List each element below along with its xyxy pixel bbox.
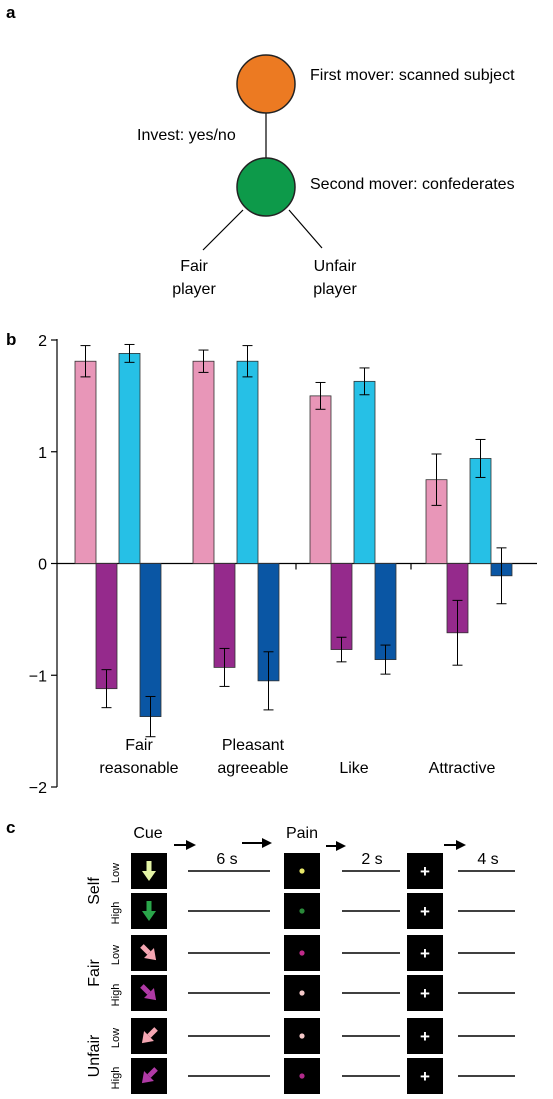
fixation-box xyxy=(407,1018,443,1054)
duration-2s: 2 s xyxy=(361,851,382,868)
level-label: High xyxy=(110,902,122,925)
cue-arrow-head xyxy=(142,911,156,921)
fixation-cross-icon: + xyxy=(420,902,430,921)
panel-a-label: a xyxy=(6,3,16,22)
panel-b-label: b xyxy=(6,330,16,349)
fair-player-line2: player xyxy=(172,281,216,298)
bar xyxy=(330,563,353,650)
level-label: Low xyxy=(110,863,122,883)
pain-dot-icon xyxy=(299,908,305,914)
duration-6s: 6 s xyxy=(216,851,237,868)
fixation-cross-icon: + xyxy=(420,1027,430,1046)
unfair-player-line1: Unfair xyxy=(314,258,357,275)
pain-dot-icon xyxy=(299,1033,305,1039)
bar xyxy=(353,380,376,564)
cue-arrow-shaft xyxy=(140,984,151,995)
panel-c-label: c xyxy=(6,818,15,837)
time-arrow-2 xyxy=(242,838,272,848)
cue-arrow-icon xyxy=(141,1027,158,1044)
cue-arrow-shaft xyxy=(147,1027,158,1038)
fixation-cross-icon: + xyxy=(420,984,430,1003)
level-label: Low xyxy=(110,1028,122,1048)
bar xyxy=(236,360,259,564)
cue-arrow-shaft xyxy=(147,1067,158,1078)
bar xyxy=(118,353,141,564)
pain-label: Pain xyxy=(286,825,318,842)
fair-player-line1: Fair xyxy=(180,258,208,275)
cue-arrow-shaft xyxy=(140,944,151,955)
cue-arrow-head xyxy=(141,1031,154,1044)
cue-label: Cue xyxy=(133,825,162,842)
first-mover-node xyxy=(236,54,296,114)
y-tick-label: 1 xyxy=(38,445,47,462)
bar xyxy=(309,395,332,564)
pain-dot-icon xyxy=(299,1073,305,1079)
duration-4s: 4 s xyxy=(477,851,498,868)
cue-arrow-head xyxy=(142,871,156,881)
cue-arrow-head xyxy=(144,948,157,961)
trial-rows: Low + High + Low + High + Low + High + xyxy=(110,853,515,1094)
cue-arrow-shaft xyxy=(146,901,152,911)
first-mover-label: First mover: scanned subject xyxy=(310,67,515,84)
time-arrow-1 xyxy=(174,840,196,850)
time-arrow-4 xyxy=(444,840,466,850)
pain-dot-icon xyxy=(299,950,305,956)
second-mover-node xyxy=(236,157,296,217)
level-label: High xyxy=(110,984,122,1007)
group-label: Unfair xyxy=(86,1034,103,1077)
pain-dot-icon xyxy=(299,868,305,874)
unfair-branch xyxy=(288,209,323,249)
second-mover-label: Second mover: confederates xyxy=(310,176,515,193)
fixation-box xyxy=(407,935,443,971)
unfair-player-line2: player xyxy=(313,281,357,298)
fixation-cross-icon: + xyxy=(420,1067,430,1086)
fixation-box xyxy=(407,853,443,889)
bar xyxy=(192,360,215,564)
cue-arrow-icon xyxy=(140,984,157,1001)
bar xyxy=(139,563,162,717)
x-category-label: Attractive xyxy=(429,760,496,777)
y-tick-label: 2 xyxy=(38,333,47,350)
cue-arrow-head xyxy=(144,988,157,1001)
x-category-label: Like xyxy=(339,760,368,777)
bar-chart: 2 1 0 −2 −1 Fair reasonable Pleasant agreeable Li… xyxy=(29,333,537,797)
cue-arrow-icon xyxy=(142,861,156,881)
x-category-label: Fair xyxy=(125,737,153,754)
fixation-cross-icon: + xyxy=(420,862,430,881)
time-arrow-3 xyxy=(326,841,346,851)
x-category-label: Pleasant xyxy=(222,737,285,754)
group-label: Self xyxy=(86,877,103,905)
fixation-cross-icon: + xyxy=(420,944,430,963)
level-label: Low xyxy=(110,945,122,965)
fixation-box xyxy=(407,893,443,929)
pain-dot-icon xyxy=(299,990,305,996)
cue-arrow-shaft xyxy=(146,861,152,871)
fixation-box xyxy=(407,975,443,1011)
fixation-box xyxy=(407,1058,443,1094)
x-category-label: reasonable xyxy=(99,760,178,777)
cue-arrow-head xyxy=(141,1071,154,1084)
x-category-label: agreeable xyxy=(217,760,288,777)
level-label: High xyxy=(110,1067,122,1090)
y-tick-label: −1 xyxy=(29,668,47,685)
y-tick-label: 0 xyxy=(38,557,47,574)
y-tick-label: −2 xyxy=(29,780,47,797)
fair-branch xyxy=(202,209,244,251)
cue-arrow-icon xyxy=(142,901,156,921)
cue-arrow-icon xyxy=(141,1067,158,1084)
group-label: Fair xyxy=(86,959,103,987)
cue-arrow-icon xyxy=(140,944,157,961)
invest-label: Invest: yes/no xyxy=(137,127,236,144)
condition-groups: Self Fair Unfair xyxy=(86,877,103,1078)
bar xyxy=(74,360,97,564)
